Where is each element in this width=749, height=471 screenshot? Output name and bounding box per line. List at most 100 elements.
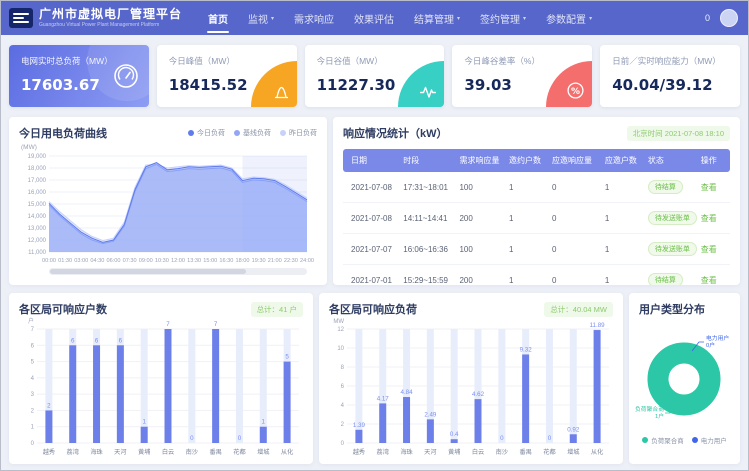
chart-zoom-range[interactable] xyxy=(50,269,247,274)
svg-text:户: 户 xyxy=(28,317,34,325)
legend-item[interactable]: 负荷聚合商 xyxy=(642,435,684,445)
svg-text:0.92: 0.92 xyxy=(567,426,580,433)
nav-item-settlement-management[interactable]: 结算管理 ▾ xyxy=(414,14,461,26)
legend-item[interactable]: 电力用户 xyxy=(691,435,727,445)
table-cell: 2021-07-08 xyxy=(343,202,400,234)
svg-text:花都: 花都 xyxy=(233,448,245,456)
peak-valley-rate-card: 今日峰谷差率（%） 39.03% xyxy=(452,45,593,107)
legend-label: 基线负荷 xyxy=(243,130,271,137)
legend-item[interactable]: 昨日负荷 xyxy=(280,128,317,138)
view-link[interactable]: 查看 xyxy=(700,275,717,285)
app-subtitle: Guangzhou Virtual Power Plant Management… xyxy=(39,21,160,28)
table-cell: 待发送账单 xyxy=(643,202,697,234)
svg-text:2: 2 xyxy=(31,408,35,414)
view-link[interactable]: 查看 xyxy=(700,182,717,192)
legend-item[interactable]: 今日负荷 xyxy=(188,128,225,138)
response-table: 日期 时段 需求响应量 邀约户数 应邀响应量 应邀户数 状态 操作 2021-07-08 17:… xyxy=(343,149,730,285)
table-cell: 1 xyxy=(600,172,644,203)
svg-text:从化: 从化 xyxy=(591,448,603,456)
svg-text:00:00: 00:00 xyxy=(42,258,56,264)
card-corner-decoration: % xyxy=(546,61,593,107)
svg-text:6: 6 xyxy=(71,337,75,344)
table-cell: 17:31~18:01 xyxy=(399,172,456,203)
y-axis-unit: (MW) xyxy=(21,144,37,151)
table-cell: 1 xyxy=(505,264,549,285)
response-stats-panel: 响应情况统计（kW） 北京时间 2021-07-08 18:10 日期 时段 需求响… xyxy=(333,117,740,285)
svg-text:15,000: 15,000 xyxy=(28,202,47,208)
column-header: 需求响应量 xyxy=(455,149,506,172)
svg-text:4.84: 4.84 xyxy=(401,389,414,396)
column-header: 应邀响应量 xyxy=(548,149,601,172)
table-cell: 200 xyxy=(455,264,506,285)
app-title: 广州市虚拟电厂管理平台 xyxy=(39,7,183,22)
svg-text:7: 7 xyxy=(31,327,35,333)
nav-item-parameter-config[interactable]: 参数配置 ▾ xyxy=(546,14,593,26)
svg-text:荔湾: 荔湾 xyxy=(377,448,389,456)
svg-text:负荷聚合商: 负荷聚合商 xyxy=(635,405,664,413)
svg-text:0.4: 0.4 xyxy=(450,431,459,438)
legend-label: 电力用户 xyxy=(700,438,727,445)
column-header: 状态 xyxy=(643,149,697,172)
svg-text:电力用户: 电力用户 xyxy=(706,334,729,342)
svg-text:7: 7 xyxy=(166,321,170,328)
svg-text:11,000: 11,000 xyxy=(28,250,47,256)
legend-dot xyxy=(234,130,240,136)
status-badge: 待结算 xyxy=(647,180,683,194)
stat-label: 今日峰值（MW） xyxy=(168,56,235,66)
table-row: 2021-07-08 14:11~14:41 200 1 0 1 待发送账单 查看 xyxy=(343,202,730,234)
avatar[interactable] xyxy=(720,9,738,27)
svg-text:6: 6 xyxy=(95,337,99,344)
svg-text:1.39: 1.39 xyxy=(353,422,366,429)
nav-item-demand-response[interactable]: 需求响应 xyxy=(294,14,335,26)
svg-text:15:00: 15:00 xyxy=(203,258,217,264)
svg-text:天河: 天河 xyxy=(424,448,436,456)
logo-icon xyxy=(9,8,33,28)
table-cell: 100 xyxy=(455,172,506,203)
svg-text:%: % xyxy=(571,87,580,97)
svg-text:13,000: 13,000 xyxy=(28,226,47,232)
svg-text:南沙: 南沙 xyxy=(186,448,198,456)
svg-text:01:30: 01:30 xyxy=(58,258,72,264)
app-logo: 广州市虚拟电厂管理平台 Guangzhou Virtual Power Plan… xyxy=(9,8,182,28)
view-link[interactable]: 查看 xyxy=(700,213,717,223)
chart-zoom-slider[interactable] xyxy=(49,268,307,275)
table-cell: 待结算 xyxy=(643,172,697,203)
table-cell: 1 xyxy=(505,172,549,203)
nav-item-home[interactable]: 首页 xyxy=(198,1,238,35)
svg-text:4: 4 xyxy=(31,376,35,382)
svg-text:07:30: 07:30 xyxy=(123,258,137,264)
chevron-down-icon: ▾ xyxy=(271,15,275,22)
view-link[interactable]: 查看 xyxy=(700,244,717,254)
legend-item[interactable]: 基线负荷 xyxy=(234,128,271,138)
legend-dot xyxy=(188,130,194,136)
district-users-total-badge: 总计：41 户 xyxy=(250,301,303,317)
svg-text:03:00: 03:00 xyxy=(74,258,88,264)
load-curve-chart: 11,000 12,000 13,000 14,000 15,000 16,000 17,0… xyxy=(28,154,314,264)
table-cell: 2021-07-08 xyxy=(343,172,400,203)
nav-item-monitoring[interactable]: 监视 ▾ xyxy=(248,14,275,26)
svg-text:1: 1 xyxy=(142,419,146,426)
svg-text:2: 2 xyxy=(341,422,345,428)
svg-text:0: 0 xyxy=(238,435,242,442)
column-header: 操作 xyxy=(696,149,730,172)
table-cell: 0 xyxy=(548,172,601,203)
svg-text:MW: MW xyxy=(333,319,344,325)
svg-text:21:00: 21:00 xyxy=(268,258,282,264)
response-capability-card: 日前／实时响应能力（MW） 40.04/39.12 xyxy=(600,45,740,107)
svg-text:1: 1 xyxy=(262,419,266,426)
svg-text:19:30: 19:30 xyxy=(252,258,266,264)
table-cell: 1 xyxy=(505,202,549,234)
svg-text:06:00: 06:00 xyxy=(107,258,121,264)
svg-text:海珠: 海珠 xyxy=(400,448,413,456)
svg-text:黄埔: 黄埔 xyxy=(138,448,150,456)
main-nav: 首页 监视 ▾ 需求响应 效果评估 结算管理 ▾ 签约管理 ▾ 参数配置 ▾ xyxy=(198,1,602,35)
notification-count[interactable]: 0 xyxy=(704,13,710,23)
nav-item-effect-evaluation[interactable]: 效果评估 xyxy=(354,14,395,26)
svg-text:5: 5 xyxy=(31,360,35,366)
svg-text:10:30: 10:30 xyxy=(155,258,169,264)
svg-text:17,000: 17,000 xyxy=(28,178,47,184)
nav-item-contract-management[interactable]: 签约管理 ▾ xyxy=(480,14,527,26)
stat-value: 18415.52 xyxy=(168,76,248,94)
svg-text:16:30: 16:30 xyxy=(219,258,233,264)
